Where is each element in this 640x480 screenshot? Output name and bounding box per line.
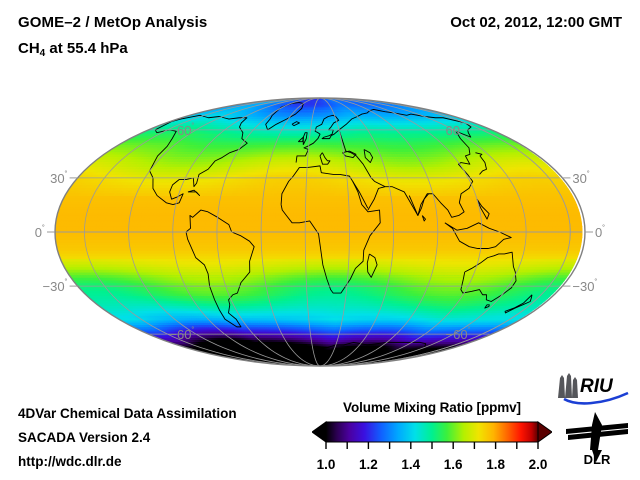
colorbar-tick-label: 1.8 — [486, 457, 505, 472]
footer-line-method: 4DVar Chemical Data Assimilation — [18, 402, 237, 426]
colorbar-tick-label: 1.6 — [444, 457, 463, 472]
latitude-label: 0˚ — [595, 224, 605, 240]
coastline-path — [280, 165, 381, 294]
colorbar-tick-labels: 1.0 1.2 1.4 1.6 1.8 2.0 — [312, 457, 552, 475]
latitude-label: −30˚ — [43, 278, 68, 294]
colorbar-title: Volume Mixing Ratio [ppmv] — [312, 400, 552, 415]
latitude-label: −60˚ — [169, 326, 194, 342]
coastline-path — [149, 114, 248, 206]
map-panel: 60˚ 30˚ 0˚ −30˚ −60˚ 60˚ 30˚ 0˚ −30˚ −60˚ — [0, 82, 640, 382]
colorbar-body — [312, 421, 552, 443]
coastline-path — [319, 152, 331, 165]
coastline-path — [342, 150, 357, 158]
world-map: 60˚ 30˚ 0˚ −30˚ −60˚ 60˚ 30˚ 0˚ −30˚ −60˚ — [35, 97, 605, 367]
colorbar-ticks — [325, 442, 539, 449]
riu-swoosh-icon — [563, 391, 629, 405]
coastline-path — [265, 102, 304, 131]
coastline-path — [444, 222, 512, 249]
page-title: GOME–2 / MetOp Analysis — [18, 14, 207, 31]
coastline-path — [185, 209, 255, 328]
coastline-path — [475, 152, 487, 175]
coastline-path — [367, 186, 386, 211]
dlr-bird-icon — [566, 412, 628, 462]
coastline-path — [504, 294, 533, 314]
coastline-path — [421, 215, 426, 222]
latitude-label: 30˚ — [572, 170, 589, 186]
latitude-label: 60˚ — [446, 122, 463, 138]
latitude-label: −60˚ — [446, 326, 471, 342]
latitude-labels: 60˚ 30˚ 0˚ −30˚ −60˚ 60˚ 30˚ 0˚ −30˚ −60˚ — [35, 122, 605, 342]
dlr-logo-text: DLR — [584, 452, 611, 466]
riu-logo: RIU — [558, 373, 629, 405]
coastline-path — [408, 193, 429, 216]
coastline-path — [352, 181, 369, 209]
colorbar-tick-label: 1.4 — [401, 457, 420, 472]
coastline-path — [226, 336, 427, 359]
dlr-logo: DLR — [566, 412, 628, 466]
colorbar-min-arrow — [312, 421, 327, 443]
colorbar: Volume Mixing Ratio [ppmv] 1.0 1.2 1.4 1.6 1… — [312, 400, 552, 472]
latitude-label: −30˚ — [572, 278, 597, 294]
coastline-path — [476, 198, 490, 220]
latitude-label: 60˚ — [177, 122, 194, 138]
coastline-path — [187, 189, 201, 196]
coastline-path — [363, 149, 374, 163]
latitude-label: 0˚ — [35, 224, 45, 240]
footer-line-url[interactable]: http://wdc.dlr.de — [18, 450, 237, 474]
coastline-path — [460, 251, 517, 302]
timestamp-label: Oct 02, 2012, 12:00 GMT — [450, 14, 622, 31]
footer-line-version: SACADA Version 2.4 — [18, 426, 237, 450]
species-subscript: 4 — [40, 48, 46, 59]
coastline-path — [291, 121, 300, 127]
colorbar-tick-label: 1.2 — [359, 457, 378, 472]
coastline-path — [297, 136, 304, 143]
riu-logo-text: RIU — [580, 376, 614, 397]
coastline-path — [366, 253, 378, 278]
riu-chimney-icon — [558, 373, 578, 398]
colorbar-max-arrow — [537, 421, 552, 443]
species-altitude-label: CH4 at 55.4 hPa — [18, 40, 128, 59]
colorbar-tick-label: 1.0 — [317, 457, 336, 472]
footer-credits: 4DVar Chemical Data Assimilation SACADA … — [18, 402, 237, 474]
coastline-path — [338, 109, 474, 218]
colorbar-gradient — [325, 421, 539, 443]
colorbar-tick-label: 2.0 — [529, 457, 548, 472]
species-formula: CH — [18, 40, 40, 57]
graticule — [55, 98, 583, 366]
altitude-text: at 55.4 hPa — [45, 40, 127, 57]
colorbar-scale — [312, 421, 552, 449]
colorbar-graphic: 1.0 1.2 1.4 1.6 1.8 2.0 — [312, 421, 552, 472]
latitude-label: 30˚ — [50, 170, 67, 186]
coastline-path — [484, 304, 490, 309]
